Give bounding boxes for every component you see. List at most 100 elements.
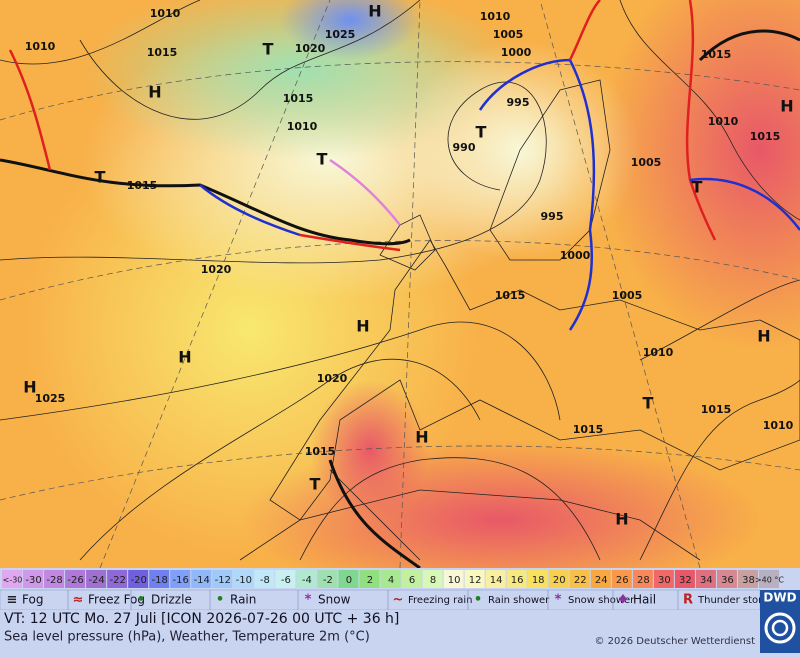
scale-cell bbox=[590, 570, 611, 588]
isobars bbox=[0, 0, 800, 561]
legend-symbol: • bbox=[474, 593, 482, 608]
scale-cell bbox=[296, 570, 317, 588]
footer: VT: 12 UTC Mo. 27 Juli [ICON 2026-07-26 … bbox=[0, 590, 800, 653]
graticule bbox=[0, 0, 800, 569]
scale-cell bbox=[422, 570, 443, 588]
scale-cell bbox=[107, 570, 128, 588]
legend-label: Snow shower bbox=[568, 595, 635, 606]
scale-label: 24 bbox=[595, 575, 608, 586]
temp-field bbox=[600, 0, 800, 350]
isobar-label: 1020 bbox=[295, 42, 326, 55]
isobar-label: 1015 bbox=[495, 289, 526, 302]
scale-cell bbox=[632, 570, 653, 588]
isobar-label: 1010 bbox=[150, 7, 181, 20]
legend-symbol: ≡ bbox=[7, 593, 18, 608]
scale-cell bbox=[23, 570, 44, 588]
scale-label: 0 bbox=[346, 575, 352, 586]
isobar-label: 1020 bbox=[201, 263, 232, 276]
isobar-label: 1010 bbox=[25, 40, 56, 53]
scale-cell bbox=[548, 570, 569, 588]
footer-background bbox=[0, 610, 760, 653]
isobar-label: 1010 bbox=[763, 419, 794, 432]
dwd-logo-mark bbox=[771, 619, 789, 637]
isobar-label: 1010 bbox=[480, 10, 511, 23]
pressure-center: H bbox=[178, 348, 191, 367]
scale-cell bbox=[527, 570, 548, 588]
scale-label: -28 bbox=[46, 575, 62, 586]
scale-label: -12 bbox=[215, 575, 231, 586]
scale-cell bbox=[65, 570, 86, 588]
scale-label: >40 °C bbox=[755, 576, 784, 585]
legend-label: Rain bbox=[230, 593, 256, 607]
pressure-center: T bbox=[643, 394, 654, 413]
scale-label: 20 bbox=[553, 575, 566, 586]
scale-cell bbox=[611, 570, 632, 588]
scale-cell bbox=[380, 570, 401, 588]
temp-field bbox=[280, 0, 420, 60]
isobar-label: 1015 bbox=[701, 48, 732, 61]
pressure-center: H bbox=[415, 428, 428, 447]
isobar-label: 1025 bbox=[35, 392, 66, 405]
scale-label: 10 bbox=[448, 575, 461, 586]
scale-cell bbox=[506, 570, 527, 588]
isobar-label: 1020 bbox=[317, 372, 348, 385]
pressure-center: H bbox=[23, 378, 36, 397]
coastline bbox=[489, 79, 611, 261]
pressure-center: H bbox=[356, 317, 369, 336]
scale-cell bbox=[716, 570, 737, 588]
dwd-logo-text: DWD bbox=[763, 591, 796, 605]
pressure-center: T bbox=[317, 150, 328, 169]
pressure-center: H bbox=[757, 327, 770, 346]
scale-label: -16 bbox=[173, 575, 189, 586]
coastline bbox=[269, 239, 800, 521]
isobar-label: 1015 bbox=[305, 445, 336, 458]
trough bbox=[328, 459, 421, 570]
scale-label: -4 bbox=[302, 575, 312, 586]
scale-label: -10 bbox=[236, 575, 252, 586]
scale-cell bbox=[401, 570, 422, 588]
scale-label: -24 bbox=[88, 575, 104, 586]
isobar-label: 1005 bbox=[631, 156, 662, 169]
scale-label: 38 bbox=[742, 575, 755, 586]
isobar-label: 1015 bbox=[127, 179, 158, 192]
pressure-center: H bbox=[368, 2, 381, 21]
pressure-center: H bbox=[148, 83, 161, 102]
trough bbox=[698, 29, 800, 62]
scale-label: -30 bbox=[25, 575, 41, 586]
scale-cell bbox=[170, 570, 191, 588]
isobar-label: 1005 bbox=[493, 28, 524, 41]
scale-label: 22 bbox=[574, 575, 587, 586]
copyright: © 2026 Deutscher Wetterdienst bbox=[594, 636, 755, 647]
scale-label: -8 bbox=[260, 575, 270, 586]
scale-label: 30 bbox=[658, 575, 671, 586]
scale-cell bbox=[758, 570, 779, 588]
isobar-label: 1025 bbox=[325, 28, 356, 41]
valid-time: VT: 12 UTC Mo. 27 Juli [ICON 2026-07-26 … bbox=[4, 611, 399, 627]
cold-front bbox=[478, 58, 596, 331]
scale-cell bbox=[464, 570, 485, 588]
scale-label: -18 bbox=[152, 575, 168, 586]
isobar-label: 1010 bbox=[643, 346, 674, 359]
scale-cell bbox=[275, 570, 296, 588]
scale-label: 36 bbox=[721, 575, 734, 586]
warm-front bbox=[8, 49, 52, 171]
isobar-label: 1005 bbox=[612, 289, 643, 302]
scale-cell bbox=[695, 570, 716, 588]
isobar-label: 1015 bbox=[573, 423, 604, 436]
isobar-label: 1015 bbox=[147, 46, 178, 59]
isobar-label: 1015 bbox=[283, 92, 314, 105]
scale-cell bbox=[443, 570, 464, 588]
scale-label: 16 bbox=[511, 575, 524, 586]
pressure-center: T bbox=[95, 168, 106, 187]
legend-label: Rain shower bbox=[488, 595, 550, 606]
scale-label: -22 bbox=[109, 575, 125, 586]
scale-label: -14 bbox=[194, 575, 210, 586]
isobar-label: 1000 bbox=[501, 46, 532, 59]
scale-cell bbox=[485, 570, 506, 588]
scale-cell bbox=[674, 570, 695, 588]
isobar-label: 1010 bbox=[708, 115, 739, 128]
legend-symbol: ♦ bbox=[617, 593, 629, 608]
scale-label: 26 bbox=[616, 575, 629, 586]
scale-label: <-30 bbox=[3, 576, 23, 585]
pressure-center: T bbox=[476, 123, 487, 142]
